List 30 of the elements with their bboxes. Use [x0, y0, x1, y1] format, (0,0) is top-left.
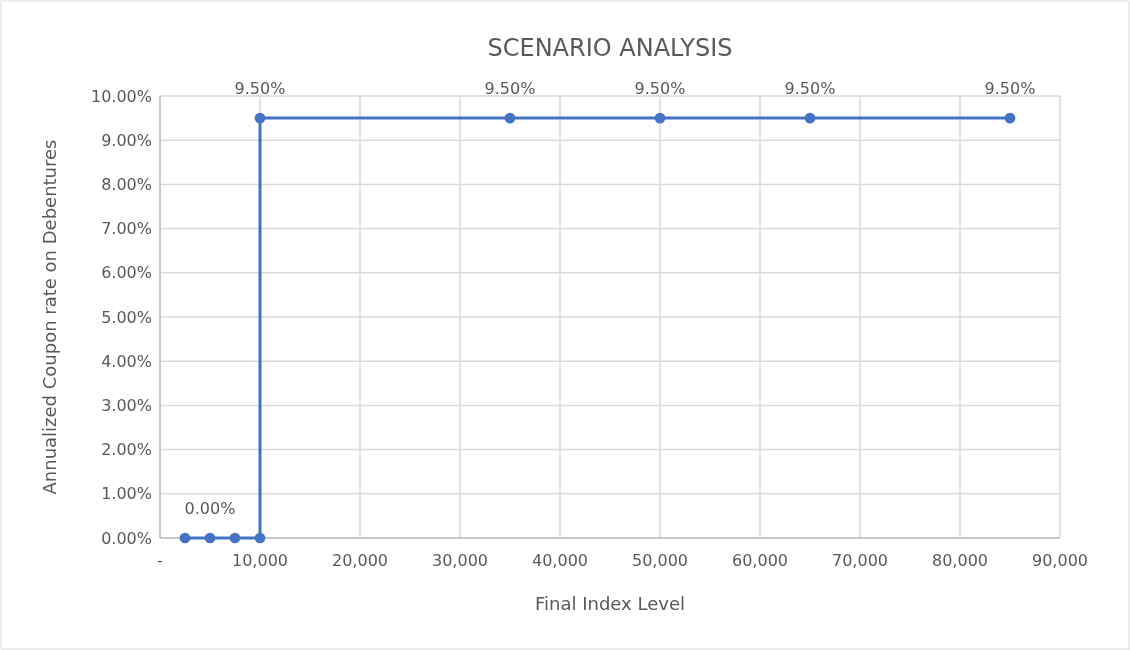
- data-label: 9.50%: [234, 79, 286, 99]
- x-axis-title: Final Index Level: [535, 593, 685, 614]
- data-label: 9.50%: [784, 79, 836, 99]
- x-tick-label: 70,000: [832, 551, 888, 570]
- data-label: 9.50%: [634, 79, 686, 99]
- y-tick-label: 10.00%: [90, 86, 152, 106]
- y-tick-label: 5.00%: [101, 307, 152, 327]
- x-tick-label: 40,000: [532, 551, 588, 570]
- y-tick-label: 4.00%: [101, 351, 152, 371]
- x-tick-label: 90,000: [1032, 551, 1088, 570]
- x-tick-label: 60,000: [732, 551, 788, 570]
- data-label: 9.50%: [984, 79, 1036, 99]
- x-tick-label: 20,000: [332, 551, 388, 570]
- y-tick-label: 0.00%: [101, 528, 152, 548]
- x-tick-label: 50,000: [632, 551, 688, 570]
- y-tick-label: 3.00%: [101, 396, 152, 415]
- y-tick-label: 2.00%: [101, 440, 152, 460]
- y-tick-label: 7.00%: [101, 219, 152, 239]
- y-tick-label: 6.00%: [101, 263, 152, 283]
- y-tick-label: 9.00%: [101, 130, 152, 150]
- chart-title: SCENARIO ANALYSIS: [487, 34, 733, 62]
- x-tick-label: 30,000: [432, 551, 488, 570]
- x-tick-label: 80,000: [932, 551, 988, 570]
- y-tick-label: 8.00%: [101, 175, 152, 194]
- x-tick-label: -: [157, 551, 163, 570]
- data-label: 9.50%: [484, 79, 536, 99]
- data-label: 0.00%: [184, 499, 236, 518]
- y-axis-title: Annualized Coupon rate on Debentures: [39, 139, 60, 495]
- y-tick-label: 1.00%: [101, 484, 152, 504]
- x-tick-label: 10,000: [232, 551, 288, 570]
